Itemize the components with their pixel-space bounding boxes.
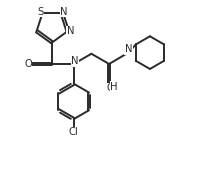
Text: Cl: Cl (69, 127, 79, 137)
Text: N: N (125, 44, 132, 54)
Text: N: N (60, 7, 68, 17)
Text: S: S (38, 7, 44, 17)
Text: N: N (67, 26, 74, 36)
Text: O: O (106, 84, 114, 93)
Text: N: N (71, 56, 79, 66)
Text: O: O (24, 59, 32, 69)
Text: H: H (110, 82, 118, 92)
